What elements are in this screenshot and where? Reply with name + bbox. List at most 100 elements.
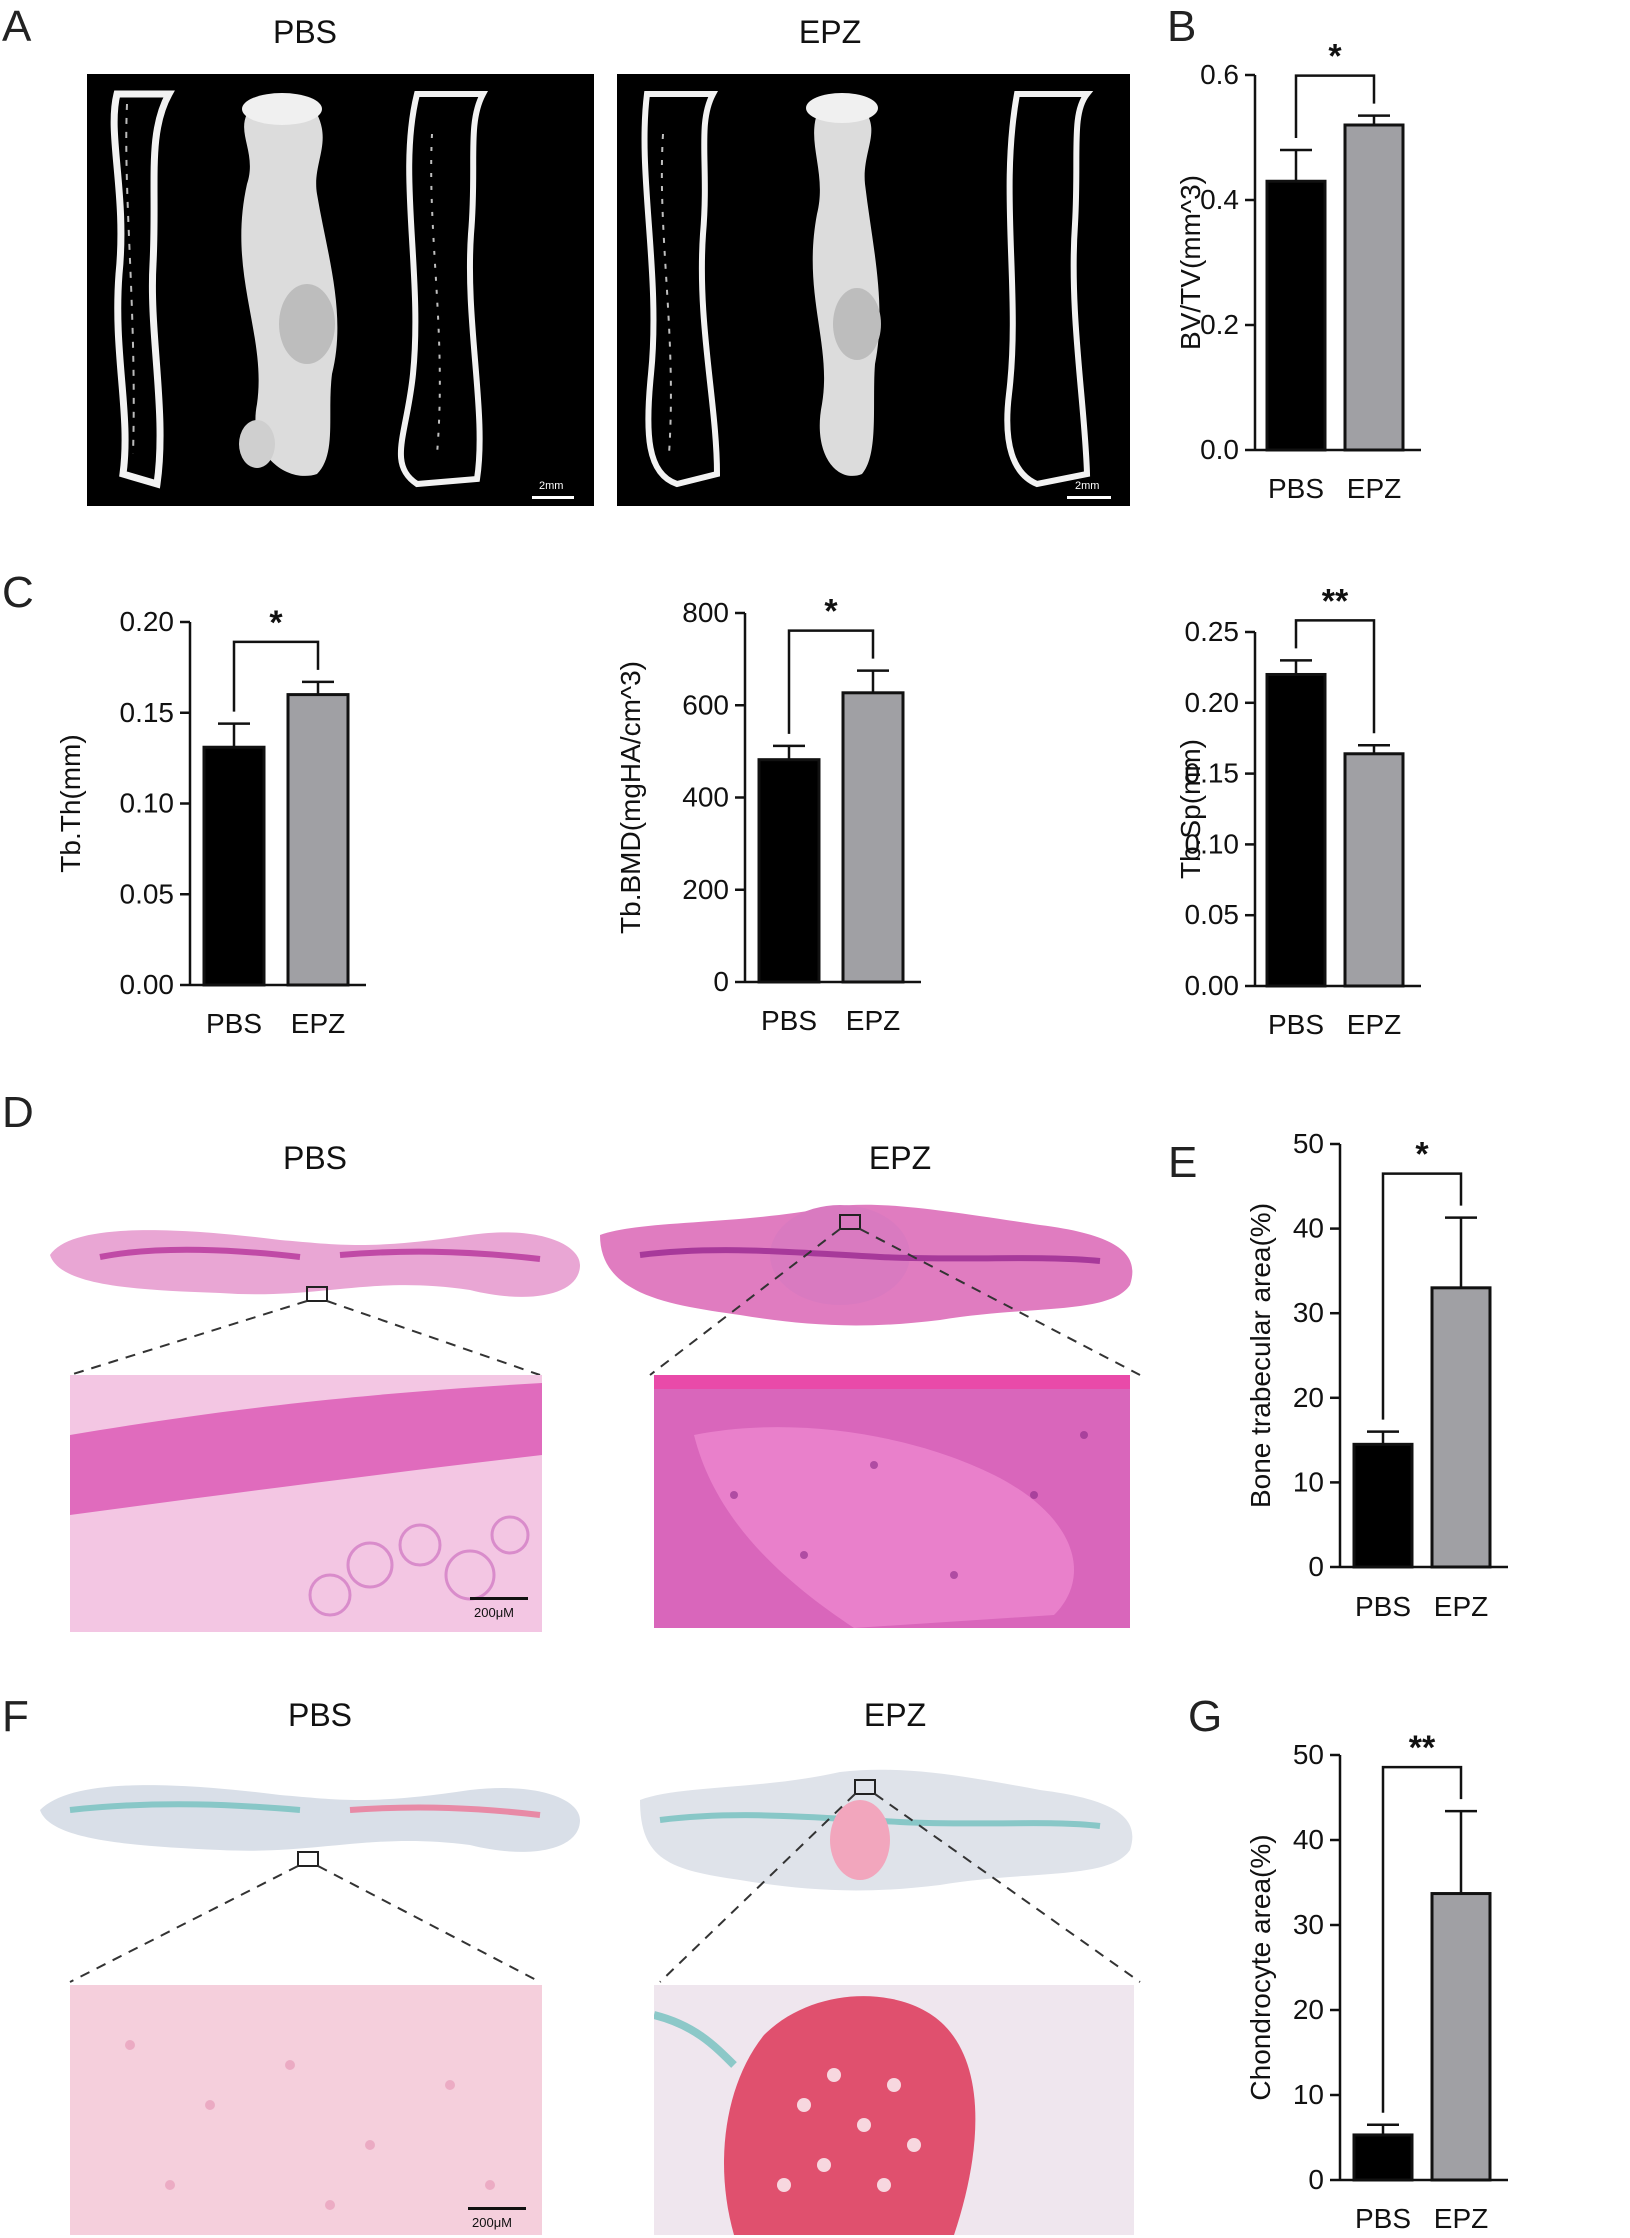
chart-c1-significance-bracket — [232, 640, 320, 712]
chart-g-significance-bracket — [1381, 1765, 1463, 2113]
chart-c2-y-label: Tb.BMD(mgHA/cm^3) — [615, 661, 646, 934]
he-zoom-image-pbs: 200μM — [70, 1375, 542, 1632]
scale-text-saf: 200μM — [472, 2215, 513, 2230]
chart-c1-x-tick-label: EPZ — [291, 1008, 345, 1039]
panel-letter-c: C — [2, 568, 34, 617]
chart-c-tbth: 0.00 0.05 0.10 0.15 0.20 Tb.Th(mm) PBS EPZ * — [55, 604, 366, 1039]
panel-letter-g: G — [1188, 1692, 1223, 1741]
group-label-pbs-d: PBS — [282, 1140, 348, 1176]
panel-letter-e: E — [1168, 1138, 1198, 1187]
chart-c1-y-tick-label: 0.10 — [120, 788, 175, 819]
chart-e-y-tick-label: 50 — [1293, 1128, 1324, 1159]
chart-c1-y-tick-label: 0.05 — [120, 878, 175, 909]
chart-c2-bar-epz — [841, 691, 905, 984]
chart-g-significance-marker: ** — [1409, 1729, 1436, 1767]
chart-c2-y-tick-label: 600 — [682, 689, 729, 720]
microct-image-epz: 2mm — [617, 74, 1130, 506]
scale-bar-saf — [468, 2207, 526, 2210]
chart-c3-bar-epz — [1343, 752, 1405, 988]
saf-zoom-image-pbs: 200μM — [70, 1985, 542, 2235]
chart-b-significance-bracket — [1294, 74, 1376, 138]
chart-b-y-tick-label: 0.0 — [1200, 434, 1239, 465]
chart-g-x-tick-label: EPZ — [1434, 2203, 1488, 2234]
chart-e-y-tick-label: 20 — [1293, 1382, 1324, 1413]
scale-bar-pbs-a — [532, 496, 574, 499]
chart-c-tbsp: 0.00 0.05 0.10 0.15 0.20 0.25 Tb.Sp(mm) PBS EPZ *… — [1175, 582, 1421, 1040]
chart-e-y-tick-label: 10 — [1293, 1466, 1324, 1497]
chart-c2-y-tick-label: 400 — [682, 782, 729, 813]
chart-c3-y-tick-label: 0.00 — [1185, 970, 1240, 1001]
chart-c3-y-tick-label: 0.10 — [1185, 828, 1240, 859]
group-label-pbs-f: PBS — [287, 1697, 353, 1733]
scale-text-epz-a: 2mm — [1075, 480, 1100, 492]
chart-c2-significance-bracket — [787, 629, 875, 734]
chart-b-significance-marker: * — [1328, 38, 1342, 76]
scale-text-pbs-a: 2mm — [539, 480, 564, 492]
chart-c1-bar-pbs — [202, 745, 266, 987]
he-overview-images — [50, 1204, 1141, 1376]
chart-b-y-tick-label: 0.4 — [1200, 184, 1239, 215]
chart-e-x-tick-label: EPZ — [1434, 1591, 1488, 1622]
chart-e-x-tick-label: PBS — [1355, 1591, 1411, 1622]
chart-c2-bar-pbs — [757, 758, 821, 984]
microct-image-pbs: 2mm — [87, 74, 594, 506]
chart-c3-y-tick-label: 0.05 — [1185, 899, 1240, 930]
chart-e-y-label: Bone trabecular area(%) — [1245, 1203, 1276, 1508]
chart-e-bar-epz — [1430, 1286, 1492, 1569]
chart-c3-y-tick-label: 0.15 — [1185, 758, 1240, 789]
chart-c2-x-tick-label: PBS — [761, 1005, 817, 1036]
chart-e-bar-pbs — [1352, 1442, 1414, 1569]
chart-g-y-tick-label: 40 — [1293, 1824, 1324, 1855]
chart-g-y-tick-label: 30 — [1293, 1909, 1324, 1940]
chart-c2-y-tick-label: 800 — [682, 597, 729, 628]
scale-bar-epz-a — [1067, 496, 1111, 499]
chart-c1-bar-epz — [286, 693, 350, 987]
chart-g-chondrocyte-area: 0 10 20 30 40 50 Chondrocyte area(%) PBS EPZ ** — [1245, 1729, 1508, 2234]
chart-c1-significance-marker: * — [269, 604, 283, 642]
chart-c3-significance-marker: ** — [1322, 582, 1349, 620]
chart-c3-bar-pbs — [1265, 672, 1327, 988]
chart-c3-y-tick-label: 0.25 — [1185, 616, 1240, 647]
saf-overview-images — [40, 1769, 1141, 1983]
chart-c3-x-tick-label: EPZ — [1347, 1009, 1401, 1040]
chart-g-y-tick-label: 50 — [1293, 1739, 1324, 1770]
chart-b-y-label: BV/TV(mm^3) — [1175, 175, 1206, 350]
chart-g-y-tick-label: 0 — [1308, 2164, 1324, 2195]
panel-letter-b: B — [1167, 2, 1197, 51]
chart-g-y-tick-label: 20 — [1293, 1994, 1324, 2025]
chart-b-x-tick-label: EPZ — [1347, 473, 1401, 504]
chart-c3-y-label: Tb.Sp(mm) — [1175, 739, 1206, 879]
chart-g-y-label: Chondrocyte area(%) — [1245, 1834, 1276, 2100]
group-label-pbs-a: PBS — [272, 14, 338, 50]
group-label-epz-a: EPZ — [798, 14, 862, 50]
group-label-epz-d: EPZ — [868, 1140, 932, 1176]
chart-c2-y-tick-label: 0 — [713, 966, 729, 997]
scale-text-he: 200μM — [474, 1605, 515, 1620]
chart-b-bar-pbs — [1265, 179, 1327, 452]
chart-b-bar-epz — [1343, 123, 1405, 452]
chart-c3-y-tick-label: 0.20 — [1185, 687, 1240, 718]
he-zoom-image-epz — [654, 1375, 1130, 1628]
group-label-epz-f: EPZ — [863, 1697, 927, 1733]
saf-zoom-image-epz — [654, 1985, 1134, 2235]
panel-letter-a: A — [2, 2, 32, 51]
chart-g-bar-pbs — [1352, 2133, 1414, 2182]
chart-c1-x-tick-label: PBS — [206, 1008, 262, 1039]
chart-c-tbbmd: 0 200 400 600 800 Tb.BMD(mgHA/cm^3) PBS EPZ * — [615, 593, 921, 1036]
chart-c1-y-tick-label: 0.15 — [120, 697, 175, 728]
chart-b-y-tick-label: 0.6 — [1200, 59, 1239, 90]
chart-b-y-tick-label: 0.2 — [1200, 309, 1239, 340]
chart-g-x-tick-label: PBS — [1355, 2203, 1411, 2234]
chart-c3-x-tick-label: PBS — [1268, 1009, 1324, 1040]
chart-e-y-tick-label: 40 — [1293, 1213, 1324, 1244]
panel-letter-f: F — [2, 1692, 29, 1741]
chart-e-y-tick-label: 30 — [1293, 1297, 1324, 1328]
chart-g-bar-epz — [1430, 1892, 1492, 2182]
chart-b-x-tick-label: PBS — [1268, 473, 1324, 504]
chart-b-bvtv: 0.0 0.2 0.4 0.6 BV/TV(mm^3) PBS EPZ * — [1175, 38, 1421, 504]
chart-e-significance-marker: * — [1415, 1136, 1429, 1174]
chart-c2-y-tick-label: 200 — [682, 874, 729, 905]
chart-c2-x-tick-label: EPZ — [846, 1005, 900, 1036]
chart-c1-y-tick-label: 0.00 — [120, 969, 175, 1000]
chart-g-y-tick-label: 10 — [1293, 2079, 1324, 2110]
